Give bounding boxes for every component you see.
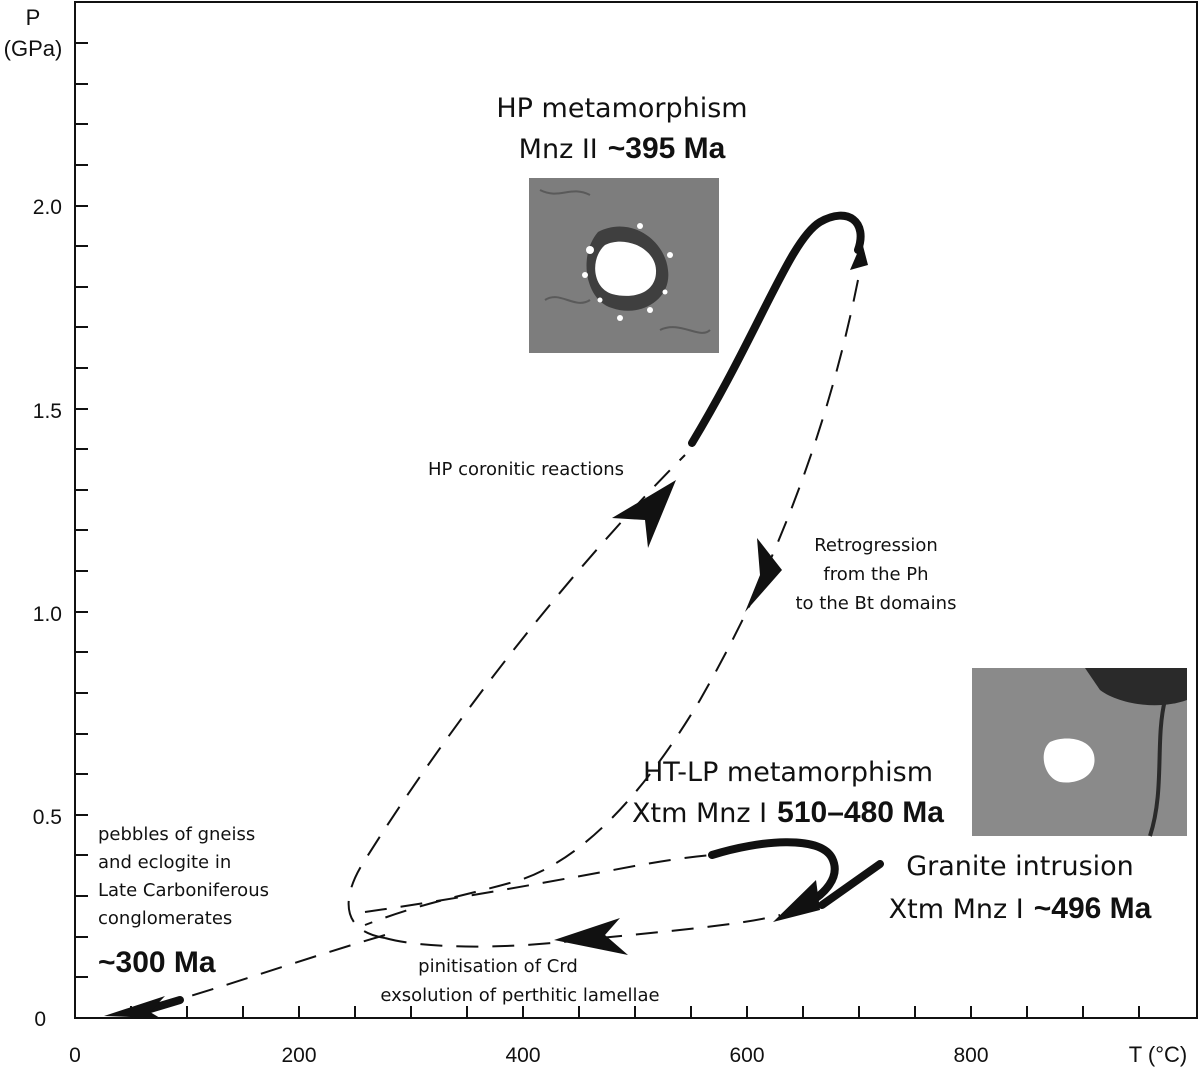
ht-lp-bse-image [972,668,1187,837]
y-tick-label: 0 [34,1008,46,1031]
ht-lp-title: HT-LP metamorphism [643,757,933,788]
retrogression-label: from the Ph [823,564,928,585]
pebbles-label: conglomerates [98,908,232,929]
y-tick-label: 1.5 [33,400,62,423]
granite-title: Granite intrusion [906,851,1134,882]
x-tick-label: 400 [505,1044,540,1067]
arrowhead [104,996,165,1018]
retrograde-path [364,279,859,926]
hp-reactions-label: HP coronitic reactions [428,459,624,480]
ht-lp-age: 510–480 Ma [777,796,944,829]
pebbles-label: pebbles of gneiss [98,824,255,845]
x-axis-label: T (°C) [1129,1042,1188,1067]
pebbles-label: and eclogite in [98,852,231,873]
hp-age: ~395 Ma [608,132,726,165]
x-tick-label: 0 [69,1044,81,1067]
arrowhead [745,538,782,612]
y-tick-label: 1.0 [33,603,62,626]
hp-title: HP metamorphism [496,93,747,124]
prograde-hp-path [347,454,686,939]
retrogression-label: to the Bt domains [796,593,957,614]
exsolution-label: exsolution of perthitic lamellae [380,985,659,1006]
hp-subtitle: Mnz II ~395 Ma [519,132,726,165]
y-axis-unit: (GPa) [4,36,63,61]
y-axis-label: P [26,5,41,30]
y-minor-ticks [75,42,88,1019]
x-tick-label: 600 [729,1044,764,1067]
granite-mineral: Xtm Mnz I [889,894,1024,925]
ht-lp-path [364,854,713,913]
y-tick-label: 2.0 [33,196,62,219]
pinitisation-label: pinitisation of Crd [418,956,578,977]
x-ticks [130,1006,1140,1018]
y-tick-label: 0.5 [33,806,62,829]
hp-bse-image [529,178,719,353]
arrowhead [554,918,628,955]
retrogression-label: Retrogression [814,535,938,556]
hp-mineral: Mnz II [519,134,598,165]
arrowhead [850,242,868,270]
ht-lp-solid-path [708,838,839,906]
x-tick-label: 200 [281,1044,316,1067]
arrowhead [612,480,676,548]
pebbles-age: ~300 Ma [98,946,216,979]
ht-lp-mineral: Xtm Mnz I [632,798,767,829]
granite-path [818,860,884,909]
x-tick-label: 800 [953,1044,988,1067]
granite-subtitle: Xtm Mnz I ~496 Ma [889,892,1152,925]
ht-lp-subtitle: Xtm Mnz I 510–480 Ma [632,796,944,829]
pebbles-label: Late Carboniferous [98,880,269,901]
arrowhead [773,880,820,922]
low-p-path [159,934,386,1006]
hp-peak-path [688,211,865,447]
granite-age: ~496 Ma [1034,892,1152,925]
